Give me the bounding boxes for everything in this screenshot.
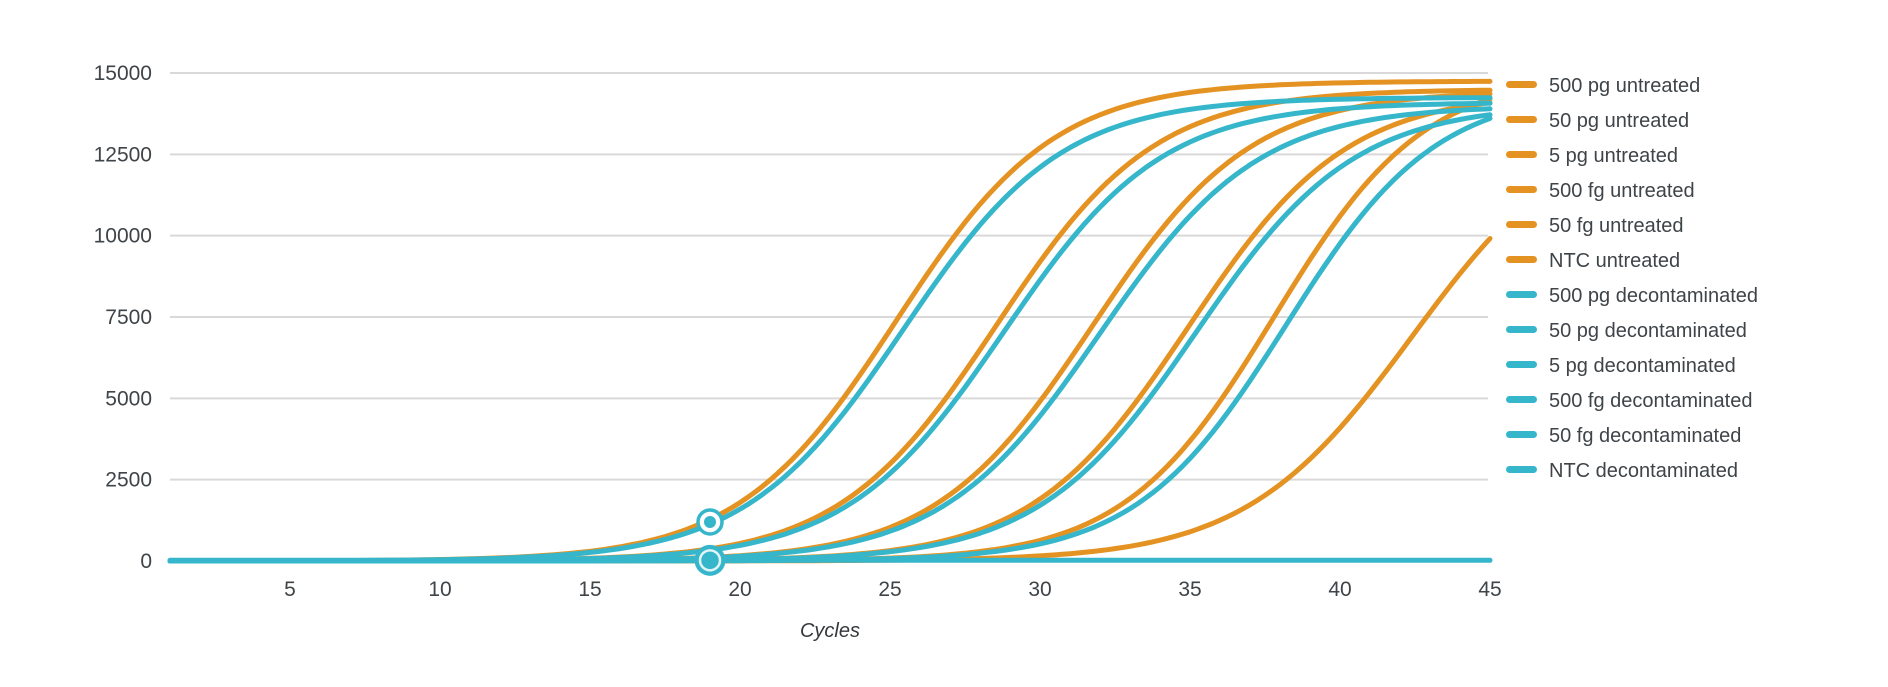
y-axis-labels: 0 2500 5000 7500 10000 12500 15000 — [94, 62, 152, 573]
y-tick-label: 0 — [140, 550, 152, 573]
legend-label: 50 pg untreated — [1549, 110, 1689, 132]
cq-markers — [694, 508, 726, 576]
y-tick-label: 15000 — [94, 62, 152, 85]
legend: 500 pg untreated 50 pg untreated 5 pg untr… — [1506, 75, 1758, 482]
legend-item-5-pg-decontaminated[interactable]: 5 pg decontaminated — [1506, 355, 1736, 377]
x-tick-label: 20 — [728, 578, 751, 601]
y-tick-label: 12500 — [94, 143, 152, 166]
series-curve-50-fg-untreated — [167, 96, 1493, 564]
series-curve-500-pg-decontaminated — [167, 95, 1493, 564]
legend-item-50-fg-decontaminated[interactable]: 50 fg decontaminated — [1506, 425, 1741, 447]
series-curve-5-pg-decontaminated — [167, 106, 1493, 564]
y-tick-label: 7500 — [105, 306, 152, 329]
x-tick-label: 15 — [578, 578, 601, 601]
legend-label: NTC untreated — [1549, 250, 1680, 272]
series-curve-5-pg-untreated — [167, 91, 1493, 564]
legend-swatch — [1506, 326, 1537, 333]
series-curve-50-pg-decontaminated — [167, 100, 1493, 564]
legend-label: 500 pg untreated — [1549, 75, 1700, 97]
legend-item-50-fg-untreated[interactable]: 50 fg untreated — [1506, 215, 1684, 237]
x-tick-label: 30 — [1028, 578, 1051, 601]
x-axis-labels: 5 10 15 20 25 30 35 40 45 — [284, 578, 1502, 601]
legend-swatch — [1506, 221, 1537, 228]
legend-swatch — [1506, 466, 1537, 473]
legend-item-ntc-decontaminated[interactable]: NTC decontaminated — [1506, 460, 1738, 482]
x-tick-label: 5 — [284, 578, 296, 601]
legend-item-500-pg-untreated[interactable]: 500 pg untreated — [1506, 75, 1700, 97]
x-tick-label: 35 — [1178, 578, 1201, 601]
legend-item-ntc-untreated[interactable]: NTC untreated — [1506, 250, 1680, 272]
legend-label: 50 fg decontaminated — [1549, 425, 1741, 447]
legend-label: 5 pg decontaminated — [1549, 355, 1736, 377]
x-tick-label: 45 — [1478, 578, 1501, 601]
legend-item-50-pg-decontaminated[interactable]: 50 pg decontaminated — [1506, 320, 1747, 342]
legend-swatch — [1506, 186, 1537, 193]
series-curve-50-pg-untreated — [167, 87, 1493, 564]
legend-label: 500 fg untreated — [1549, 180, 1695, 202]
x-axis-title: Cycles — [800, 620, 860, 642]
legend-label: 50 fg untreated — [1549, 215, 1684, 237]
legend-swatch — [1506, 151, 1537, 158]
legend-swatch — [1506, 291, 1537, 298]
legend-swatch — [1506, 256, 1537, 263]
series-curve-500-fg-untreated — [167, 100, 1493, 564]
cq-marker-inner-ring — [698, 549, 722, 572]
legend-item-5-pg-untreated[interactable]: 5 pg untreated — [1506, 145, 1678, 167]
legend-label: 5 pg untreated — [1549, 145, 1678, 167]
x-tick-label: 10 — [428, 578, 451, 601]
y-tick-label: 5000 — [105, 387, 152, 410]
series-curve-500-fg-decontaminated — [167, 112, 1493, 564]
legend-swatch — [1506, 116, 1537, 123]
x-tick-label: 40 — [1328, 578, 1351, 601]
legend-item-500-pg-decontaminated[interactable]: 500 pg decontaminated — [1506, 285, 1758, 307]
gridlines — [170, 72, 1488, 562]
legend-swatch — [1506, 361, 1537, 368]
legend-swatch — [1506, 431, 1537, 438]
legend-item-50-pg-untreated[interactable]: 50 pg untreated — [1506, 110, 1689, 132]
legend-label: 500 pg decontaminated — [1549, 285, 1758, 307]
legend-swatch — [1506, 396, 1537, 403]
legend-item-500-fg-decontaminated[interactable]: 500 fg decontaminated — [1506, 390, 1753, 412]
cq-marker-dot — [704, 515, 716, 528]
y-tick-label: 2500 — [105, 469, 152, 492]
legend-label: 500 fg decontaminated — [1549, 390, 1753, 412]
series-curves — [167, 78, 1493, 564]
x-tick-label: 25 — [878, 578, 901, 601]
legend-label: NTC decontaminated — [1549, 460, 1738, 482]
series-curve-50-fg-decontaminated — [167, 115, 1493, 564]
legend-swatch — [1506, 81, 1537, 88]
legend-label: 50 pg decontaminated — [1549, 320, 1747, 342]
y-tick-label: 10000 — [94, 225, 152, 248]
legend-item-500-fg-untreated[interactable]: 500 fg untreated — [1506, 180, 1695, 202]
